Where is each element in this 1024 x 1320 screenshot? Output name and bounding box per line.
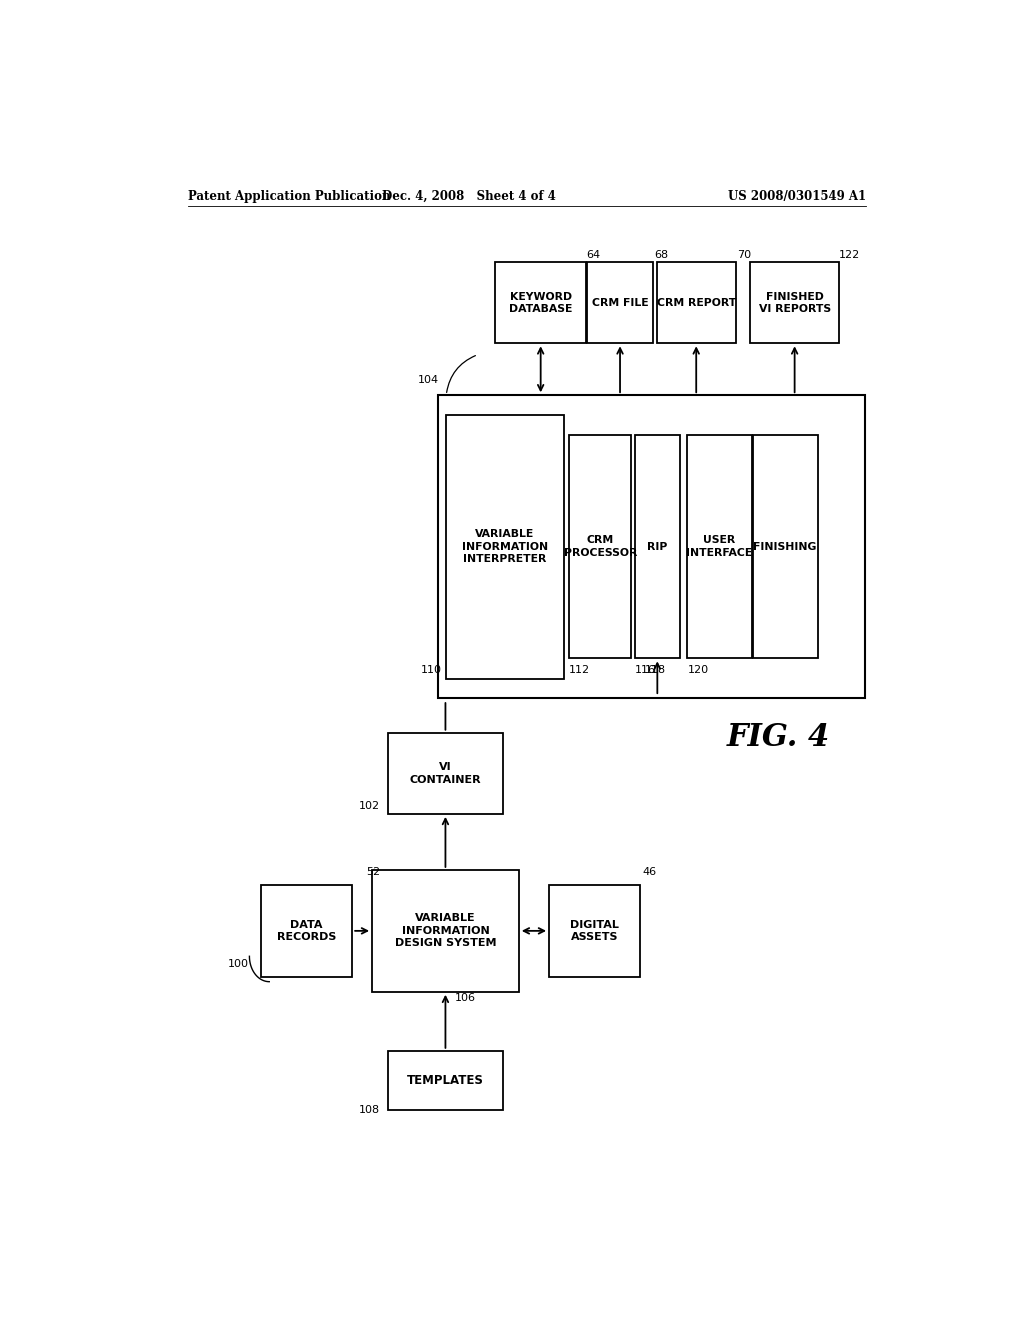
Bar	[588, 263, 652, 343]
Bar	[261, 886, 352, 977]
Bar	[388, 1051, 503, 1110]
Text: Patent Application Publication: Patent Application Publication	[187, 190, 390, 202]
Text: VI
CONTAINER: VI CONTAINER	[410, 762, 481, 784]
Bar	[687, 434, 752, 659]
Text: KEYWORD
DATABASE: KEYWORD DATABASE	[509, 292, 572, 314]
Text: 68: 68	[654, 249, 669, 260]
Text: 52: 52	[367, 867, 380, 876]
Bar	[549, 886, 640, 977]
Bar	[495, 263, 587, 343]
Text: DIGITAL
ASSETS: DIGITAL ASSETS	[570, 920, 620, 942]
Text: FINISHED
VI REPORTS: FINISHED VI REPORTS	[759, 292, 830, 314]
Text: 118: 118	[645, 664, 666, 675]
Text: FINISHING: FINISHING	[754, 541, 817, 552]
Text: 64: 64	[587, 249, 601, 260]
Bar	[438, 395, 865, 698]
Text: CRM
PROCESSOR: CRM PROCESSOR	[563, 536, 637, 558]
Text: TEMPLATES: TEMPLATES	[407, 1073, 484, 1086]
Text: 102: 102	[359, 801, 380, 810]
Text: 100: 100	[227, 960, 249, 969]
Text: RIP: RIP	[647, 541, 668, 552]
Text: CRM REPORT: CRM REPORT	[656, 298, 736, 308]
Bar	[569, 434, 631, 659]
Text: Dec. 4, 2008   Sheet 4 of 4: Dec. 4, 2008 Sheet 4 of 4	[382, 190, 556, 202]
Bar	[446, 414, 563, 678]
Text: 70: 70	[737, 249, 752, 260]
Bar	[372, 870, 519, 991]
Text: USER
INTERFACE: USER INTERFACE	[686, 536, 753, 558]
Text: 122: 122	[839, 249, 860, 260]
Bar	[656, 263, 736, 343]
Text: DATA
RECORDS: DATA RECORDS	[276, 920, 336, 942]
Text: 104: 104	[418, 375, 439, 385]
Text: 106: 106	[455, 993, 476, 1003]
Text: VARIABLE
INFORMATION
DESIGN SYSTEM: VARIABLE INFORMATION DESIGN SYSTEM	[394, 913, 497, 948]
Text: 112: 112	[568, 664, 590, 675]
Text: CRM FILE: CRM FILE	[592, 298, 648, 308]
Text: VARIABLE
INFORMATION
INTERPRETER: VARIABLE INFORMATION INTERPRETER	[462, 529, 548, 564]
Bar	[753, 434, 817, 659]
Bar	[388, 733, 503, 814]
Text: 116: 116	[635, 664, 656, 675]
Bar	[751, 263, 839, 343]
Bar	[635, 434, 680, 659]
Text: US 2008/0301549 A1: US 2008/0301549 A1	[728, 190, 866, 202]
Text: 108: 108	[359, 1105, 380, 1115]
Text: 110: 110	[421, 664, 441, 675]
Text: FIG. 4: FIG. 4	[727, 722, 830, 754]
Text: 46: 46	[642, 867, 656, 876]
Text: 120: 120	[687, 664, 709, 675]
